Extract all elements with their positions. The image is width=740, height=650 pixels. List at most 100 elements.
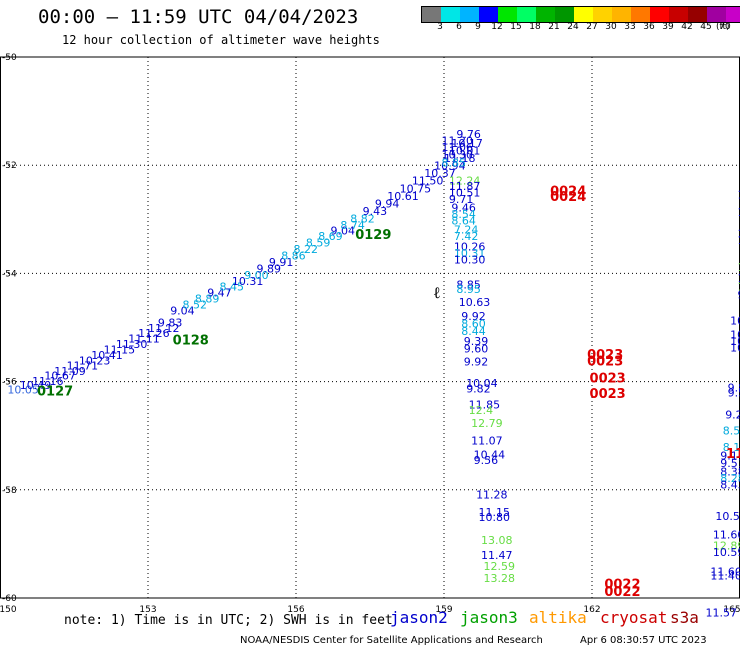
wave-height-value: 9.83 bbox=[158, 316, 183, 329]
wave-height-value: 8.69 bbox=[318, 230, 343, 243]
colorbar-swatch bbox=[441, 7, 460, 22]
wave-height-value: 10.37 bbox=[424, 167, 456, 180]
wave-height-value: 11.40 bbox=[710, 570, 740, 583]
wave-height-value: 11.18 bbox=[444, 152, 476, 165]
wave-height-value: 9.47 bbox=[207, 287, 232, 300]
colorbar-swatch bbox=[650, 7, 669, 22]
colorbar-swatch bbox=[498, 7, 517, 22]
wave-height-value: 11.12 bbox=[148, 322, 180, 335]
wave-height-value: 11 bbox=[738, 234, 740, 247]
wave-height-value: 11.57 bbox=[705, 606, 737, 619]
wave-height-value: 11.26 bbox=[138, 327, 170, 340]
pass-time-label: 0128 bbox=[173, 333, 209, 348]
pass-time-label: 0022 bbox=[604, 577, 640, 592]
colorbar-tick-label: 9 bbox=[475, 22, 481, 32]
lon-tick-label: 156 bbox=[287, 605, 304, 615]
wave-height-value: 10.73 bbox=[730, 341, 740, 354]
wave-height-value: 10.31 bbox=[232, 275, 264, 288]
wave-height-value: 10.94 bbox=[434, 160, 466, 173]
colorbar-swatch bbox=[536, 7, 555, 22]
wave-height-value: 11. bbox=[738, 228, 740, 241]
wave-height-value: 10.31 bbox=[454, 247, 486, 260]
wave-height-value: 8.45 bbox=[220, 281, 245, 294]
wave-height-value: 9.91 bbox=[269, 256, 294, 269]
wave-height-value: 10.17 bbox=[451, 137, 483, 150]
wave-height-value: 7.42 bbox=[454, 230, 479, 243]
pass-time-label: 0129 bbox=[355, 228, 391, 243]
pass-time-label: 0024 bbox=[550, 190, 586, 205]
map-subtitle: 12 hour collection of altimeter wave hei… bbox=[62, 33, 380, 47]
wave-height-value: 11.4 bbox=[738, 272, 740, 285]
wave-height-value: 10.80 bbox=[479, 511, 511, 524]
pass-time-label: 11 bbox=[726, 447, 740, 462]
wave-height-value: 8.64 bbox=[451, 215, 476, 228]
lat-tick-label: -50 bbox=[2, 53, 17, 63]
island-outline: ℓ bbox=[433, 283, 441, 302]
pass-time-label: 0023 bbox=[590, 387, 626, 402]
wave-height-value: 9.79 bbox=[738, 288, 740, 301]
wave-height-value: 11.06 bbox=[442, 141, 474, 154]
wave-height-value: 11.07 bbox=[471, 434, 503, 447]
wave-height-value: 8.18 bbox=[723, 441, 740, 454]
colorbar-tick-label: 3 bbox=[437, 22, 443, 32]
wave-height-value: 11.28 bbox=[476, 488, 508, 501]
wave-height-value: 10 bbox=[738, 189, 740, 202]
colorbar bbox=[421, 6, 740, 23]
wave-height-value: 9.89 bbox=[257, 262, 282, 275]
wave-height-value: 9.94 bbox=[375, 197, 400, 210]
wave-height-value: 9.46 bbox=[451, 202, 476, 215]
wave-height-value: 9.56 bbox=[474, 454, 499, 467]
wave-height-value: 11.71 bbox=[67, 360, 99, 373]
wave-height-value: 9.39 bbox=[464, 335, 489, 348]
map-title: 00:00 – 11:59 UTC 04/04/2023 bbox=[38, 6, 359, 28]
wave-height-value: 11.85 bbox=[469, 399, 501, 412]
lat-tick-label: -54 bbox=[2, 269, 17, 279]
colorbar-swatch bbox=[612, 7, 631, 22]
colorbar-swatch bbox=[669, 7, 688, 22]
wave-height-value: 9.04 bbox=[170, 305, 195, 318]
colorbar-tick-label: 12 bbox=[491, 22, 503, 32]
colorbar-tick-label: 6 bbox=[456, 22, 462, 32]
wave-height-value: 11.30 bbox=[116, 338, 148, 351]
wave-height-value: 11.60 bbox=[710, 565, 740, 578]
colorbar-swatch bbox=[460, 7, 479, 22]
colorbar-swatch bbox=[479, 7, 498, 22]
lat-tick-label: -60 bbox=[2, 594, 17, 604]
colorbar-swatch bbox=[593, 7, 612, 22]
wave-height-value: 9.76 bbox=[456, 128, 481, 141]
wave-height-value: 10.75 bbox=[400, 182, 432, 195]
wave-height-value: 10.41 bbox=[91, 349, 123, 362]
colorbar-tick-label: 21 bbox=[548, 22, 560, 32]
pass-time-label: 0023 bbox=[587, 348, 623, 363]
wave-height-value: 9.71 bbox=[449, 193, 474, 206]
wave-height-value: 12.24 bbox=[449, 175, 481, 188]
wave-height-value: 8.59 bbox=[306, 236, 331, 249]
wave-height-value: 8.44 bbox=[461, 325, 486, 338]
wave-height-value: 11.60 bbox=[713, 528, 740, 541]
pass-time-label: 0022 bbox=[604, 585, 640, 600]
wave-height-value: 11.11 bbox=[128, 333, 160, 346]
wave-height-value: 12.1 bbox=[738, 261, 740, 274]
wave-height-value: 9.43 bbox=[363, 205, 388, 218]
wave-height-value: 13.08 bbox=[481, 534, 513, 547]
wave-height-value: 9.60 bbox=[464, 342, 489, 355]
wave-height-value: 10.51 bbox=[449, 187, 481, 200]
legend-cryosat: cryosat bbox=[600, 608, 668, 627]
map-frame bbox=[0, 56, 740, 599]
colorbar-tick-label: 24 bbox=[567, 22, 579, 32]
wave-height-value: 10.04 bbox=[466, 377, 498, 390]
legend-s3a: s3a bbox=[670, 608, 699, 627]
lat-tick-label: -56 bbox=[2, 378, 17, 388]
wave-height-value: 10.49 bbox=[20, 379, 52, 392]
colorbar-swatch bbox=[726, 7, 740, 22]
credit-text: NOAA/NESDIS Center for Satellite Applica… bbox=[240, 635, 543, 646]
wave-height-value: 9.82 bbox=[466, 382, 491, 395]
colorbar-tick-label: 45 bbox=[700, 22, 712, 32]
wave-height-value: 9.27 bbox=[725, 408, 740, 421]
wave-height-value: 12.79 bbox=[471, 417, 503, 430]
wave-height-value: 9.51 bbox=[720, 457, 740, 470]
wave-height-value: 10.23 bbox=[79, 354, 111, 367]
wave-height-value: 8.38 bbox=[720, 466, 740, 479]
